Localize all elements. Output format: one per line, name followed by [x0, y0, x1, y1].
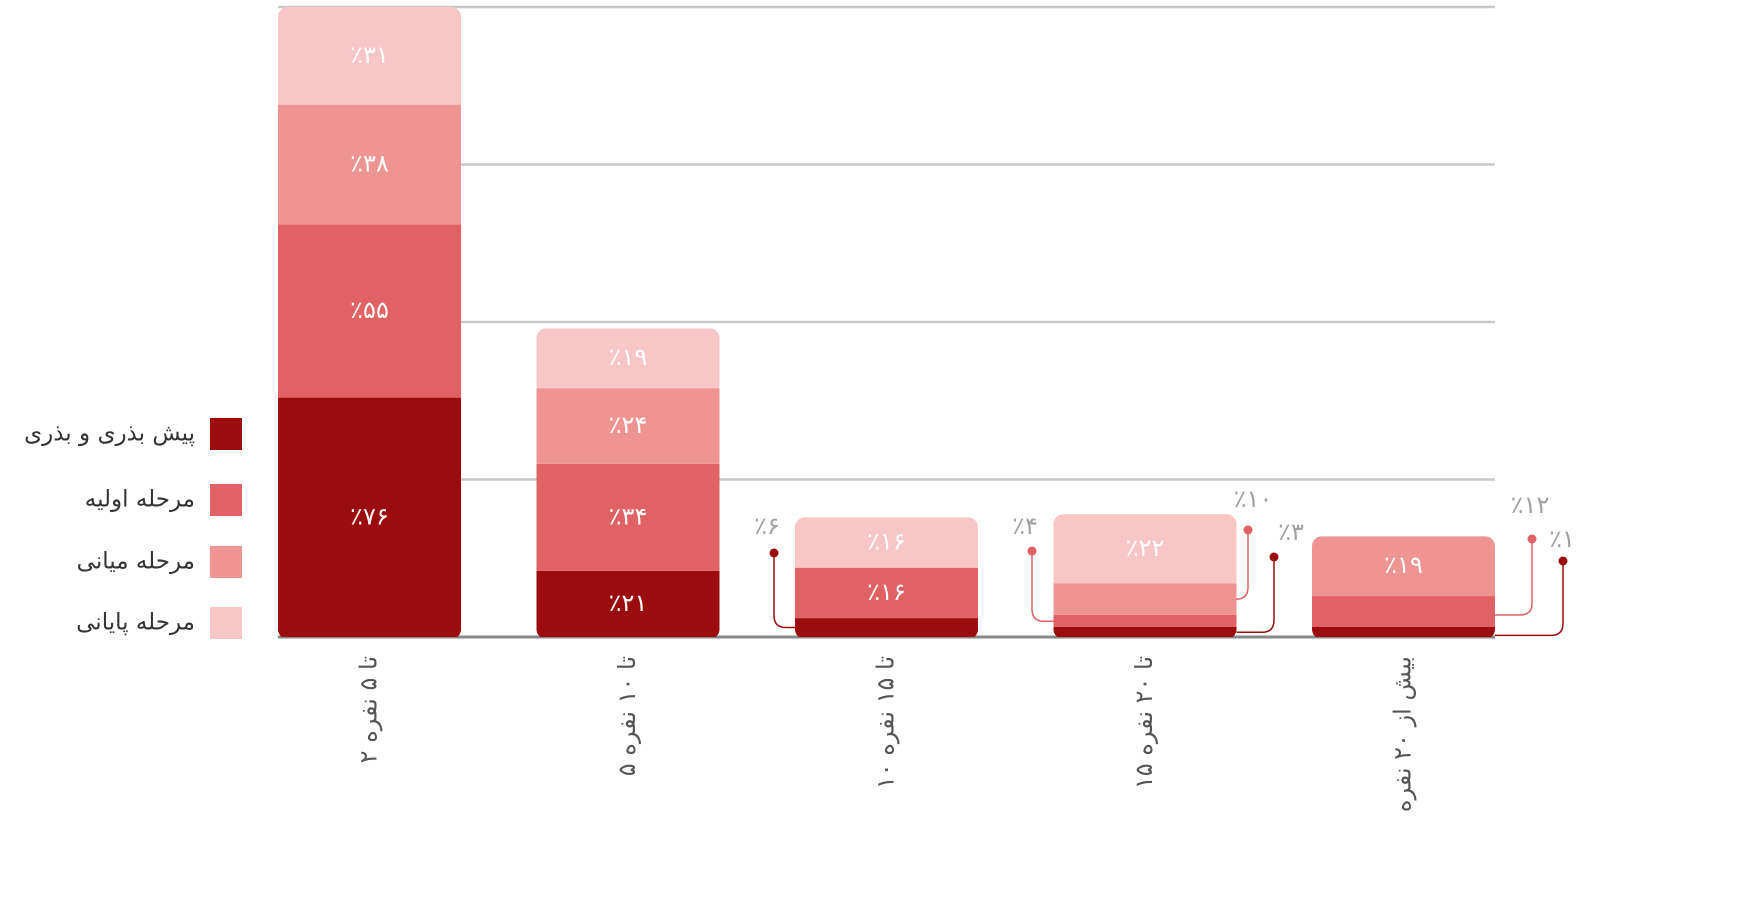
bar-segment — [795, 517, 978, 568]
value-label: ٪۳۱ — [350, 41, 389, 69]
legend-swatch — [210, 607, 242, 639]
bar-group — [795, 517, 978, 637]
bar-segment — [536, 388, 720, 464]
x-tick-label: ۱۵ تا ۲۰ نفره — [1130, 656, 1158, 789]
value-label: ٪۱۹ — [609, 343, 648, 371]
x-tick-label: ۱۰ تا ۱۵ نفره — [872, 656, 900, 789]
bar-segment — [1312, 536, 1495, 597]
leader-line — [773, 553, 795, 629]
leader-dot — [769, 548, 779, 558]
value-label: ٪۶ — [754, 512, 780, 540]
leader-line — [1495, 539, 1533, 616]
legend-label: مرحله میانی — [77, 549, 195, 575]
x-tick-label: ۲ تا ۵ نفره — [355, 656, 383, 763]
value-label: ٪۱۶ — [867, 578, 906, 606]
legend-swatch — [210, 418, 242, 450]
leader-line — [1235, 530, 1249, 600]
value-label: ٪۳۴ — [609, 502, 648, 530]
value-label: ٪۴ — [1012, 512, 1038, 540]
legend-swatch — [210, 546, 242, 578]
legend-label: مرحله اولیه — [85, 487, 195, 513]
bar-segment — [278, 397, 461, 637]
bar-segment — [278, 104, 461, 225]
bar-group — [278, 7, 461, 637]
value-label: ٪۷۶ — [350, 502, 389, 530]
bar-bottom-fix — [278, 627, 461, 637]
value-label: ٪۳ — [1278, 518, 1304, 546]
bar-segment — [536, 570, 720, 637]
bar-bottom-fix — [1312, 627, 1495, 637]
bar-bottom-fix — [536, 627, 720, 637]
bar-segment — [536, 463, 720, 571]
bar-segment — [278, 224, 461, 398]
leader-line — [1495, 561, 1564, 637]
leader-dot — [1269, 552, 1279, 562]
bar-segment — [1053, 514, 1237, 584]
value-label: ٪۲۲ — [1126, 534, 1165, 562]
value-label: ٪۲۱ — [609, 589, 648, 617]
legend-swatch — [210, 484, 242, 516]
bar-group — [536, 328, 720, 637]
leader-line — [1236, 557, 1275, 634]
bar-segment — [536, 328, 720, 389]
bar-segment — [795, 567, 978, 619]
legend-label: مرحله پایانی — [76, 610, 195, 636]
leader-dot — [1527, 534, 1537, 544]
bar-group — [1312, 536, 1495, 637]
legend-label: پیش بذری و بذری — [24, 421, 195, 447]
leader-dot — [1558, 556, 1568, 566]
value-label: ٪۳۸ — [350, 150, 389, 178]
bar-segment — [278, 7, 461, 105]
leader-dot — [1027, 546, 1037, 556]
bar-segment — [1053, 614, 1237, 628]
value-label: ٪۱۲ — [1511, 491, 1550, 519]
value-label: ٪۱۶ — [867, 528, 906, 556]
x-tick-label: ۵ تا ۱۰ نفره — [613, 656, 641, 776]
leader-line — [1031, 551, 1054, 622]
bar-bottom-fix — [795, 627, 978, 637]
value-label: ٪۱۹ — [1384, 551, 1423, 579]
value-label: ٪۵۵ — [350, 296, 389, 324]
bar-bottom-fix — [1053, 627, 1237, 637]
bar-group — [1053, 514, 1237, 637]
leader-dot — [1243, 525, 1253, 535]
value-label: ٪۱ — [1549, 525, 1575, 553]
value-label: ٪۱۰ — [1234, 485, 1273, 513]
x-tick-label: بیش از ۲۰ نفره — [1389, 656, 1417, 812]
bar-segment — [1053, 583, 1237, 615]
value-label: ٪۲۴ — [609, 411, 648, 439]
